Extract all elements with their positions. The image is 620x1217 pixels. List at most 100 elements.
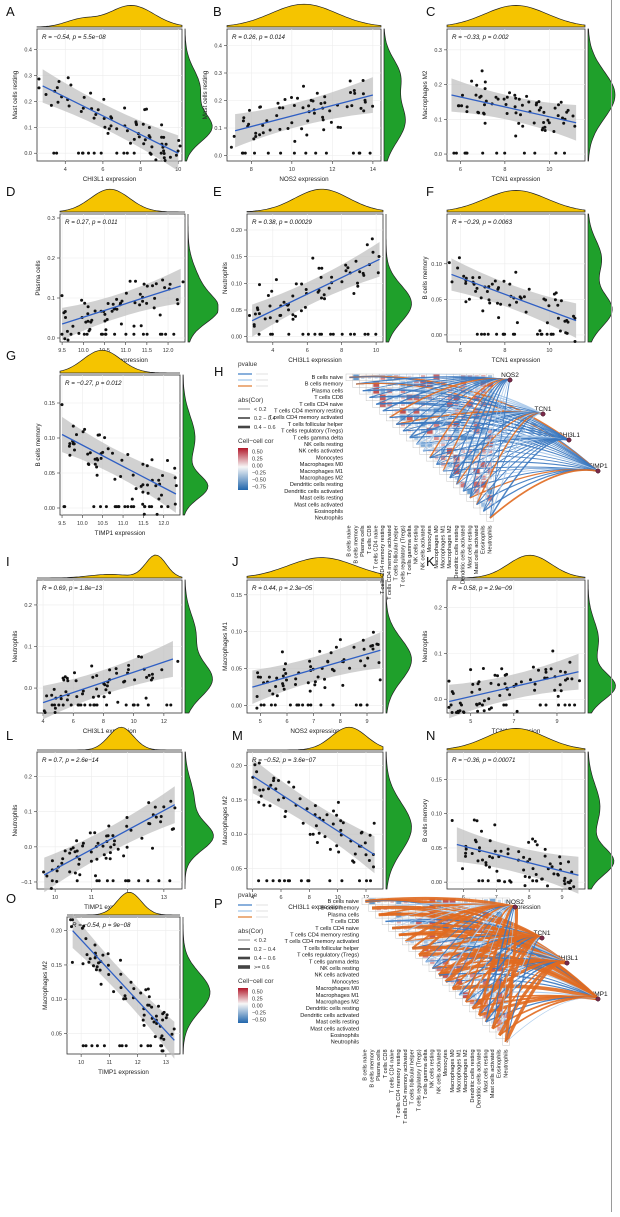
data-point [376, 271, 380, 275]
y-tick-label: 0.15 [44, 401, 55, 407]
data-point [265, 879, 269, 883]
data-point [488, 301, 492, 305]
data-point [93, 457, 97, 461]
data-point [94, 874, 97, 878]
data-point [330, 667, 334, 671]
data-point [567, 860, 570, 864]
data-point [95, 465, 99, 469]
x-tick-label: 11.5 [138, 521, 148, 527]
data-point [159, 820, 163, 824]
data-point [77, 151, 80, 155]
column-label: Macrophages M2 [447, 525, 453, 568]
data-point [543, 854, 547, 858]
row-label: Mast cells activated [294, 502, 343, 508]
data-point [93, 462, 97, 466]
data-point [120, 299, 124, 303]
data-point [168, 879, 172, 883]
column-label: Dendritic cells activated [477, 1049, 483, 1108]
data-point [464, 851, 468, 855]
data-point [326, 660, 330, 664]
data-point [60, 332, 64, 336]
data-point [339, 828, 343, 832]
matrix-value [448, 443, 451, 446]
y-tick-label: 0.2 [434, 83, 442, 89]
legend-abscor-label: 0.4 − 0.6 [254, 425, 276, 431]
y-tick-label: 0.00 [231, 704, 242, 710]
data-point [125, 845, 129, 849]
data-point [105, 703, 109, 707]
y-tick-label: 0.2 [47, 256, 55, 262]
data-point [132, 703, 136, 707]
data-point [92, 116, 96, 120]
matrix-value [440, 408, 446, 414]
data-point [161, 1012, 165, 1016]
data-point [151, 284, 154, 288]
data-point [362, 647, 366, 651]
x-tick-label: 6 [285, 719, 288, 725]
data-point [370, 237, 374, 241]
matrix-value [434, 455, 439, 460]
data-point [170, 1032, 174, 1036]
data-point [553, 298, 557, 302]
data-point [153, 1035, 157, 1039]
matrix-value [478, 967, 481, 970]
data-point [498, 694, 502, 697]
row-label: T cells CD8 [314, 395, 343, 401]
legend-cor-colorbar [238, 988, 248, 1023]
density-top-J [246, 557, 384, 579]
data-point [268, 804, 272, 808]
data-point [132, 332, 136, 336]
data-point [255, 770, 259, 774]
x-tick-label: 12 [135, 1060, 141, 1066]
data-point [139, 991, 143, 995]
regression-line-M [252, 775, 375, 856]
data-point [464, 281, 468, 285]
data-point [542, 121, 546, 124]
data-point [529, 678, 532, 682]
data-point [329, 651, 333, 655]
data-point [44, 93, 48, 96]
data-point [75, 433, 78, 437]
data-point [160, 332, 164, 336]
matrix-value [387, 395, 392, 400]
density-top-M [247, 726, 384, 751]
data-point [359, 659, 363, 663]
matrix-value [434, 449, 439, 453]
data-point [288, 703, 292, 707]
data-point [173, 466, 177, 470]
data-point [108, 857, 112, 861]
data-point [523, 884, 527, 888]
data-point [292, 785, 296, 789]
data-point [527, 100, 531, 104]
data-point [544, 298, 548, 302]
data-point [105, 318, 109, 321]
data-point [568, 703, 571, 707]
data-point [37, 86, 41, 90]
data-point [504, 103, 508, 106]
stat-label-A: R = −0.54, p = 5.5e−08 [42, 34, 106, 41]
panel-label-E: E [213, 184, 222, 199]
data-point [271, 692, 275, 696]
data-point [262, 703, 266, 707]
data-point [312, 111, 316, 115]
data-point [254, 135, 258, 138]
matrix-value [496, 1019, 502, 1025]
row-label: B cells memory [305, 382, 343, 388]
matrix-value [413, 408, 420, 414]
data-point [284, 662, 287, 666]
data-point [84, 320, 88, 324]
matrix-value [504, 966, 508, 971]
data-point [126, 453, 130, 456]
data-point [557, 703, 560, 707]
data-point [97, 694, 101, 698]
data-point [90, 664, 94, 668]
data-point [232, 134, 236, 138]
data-point [107, 973, 111, 976]
data-point [563, 882, 567, 886]
gene-label-TIMP1: TIMP1 [588, 991, 608, 998]
data-point [123, 106, 127, 110]
data-point [142, 1013, 146, 1017]
data-point [484, 99, 488, 103]
column-label: NK cells resting [430, 1049, 436, 1088]
data-point [447, 261, 451, 265]
